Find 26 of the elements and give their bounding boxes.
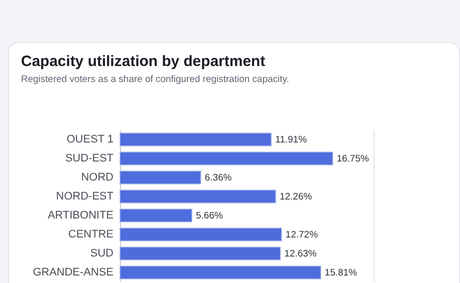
bar <box>120 228 282 242</box>
data-label: 12.72% <box>286 230 318 240</box>
y-tick-label: SUD <box>90 248 114 260</box>
data-label: 16.75% <box>336 154 370 164</box>
data-label: 11.91% <box>275 134 308 146</box>
y-tick-label: OUEST 1 <box>66 134 114 146</box>
bar <box>120 170 202 184</box>
data-label: 12.63% <box>284 248 318 260</box>
y-tick-label: NORD <box>81 172 114 184</box>
data-label: 12.26% <box>280 192 312 202</box>
data-label: 6.36% <box>204 172 232 184</box>
data-label: 15.81% <box>324 268 358 278</box>
y-tick-label: CENTRE <box>68 228 114 240</box>
chart-title: Capacity utilization by department <box>21 53 266 70</box>
bar <box>120 208 192 222</box>
bar <box>120 152 334 166</box>
y-tick-label: ARTIBONITE <box>48 210 114 222</box>
data-label: 5.66% <box>196 210 224 222</box>
chart-subtitle: Registered voters as a share of configured registration capacity. <box>21 74 290 85</box>
y-tick-label: NORD-EST <box>56 190 114 202</box>
y-tick-label: SUD-EST <box>65 152 114 164</box>
bar <box>120 132 272 146</box>
bar <box>120 266 322 280</box>
bar <box>120 190 276 204</box>
y-tick-label: GRANDE-ANSE <box>32 266 114 278</box>
bar <box>120 246 281 260</box>
